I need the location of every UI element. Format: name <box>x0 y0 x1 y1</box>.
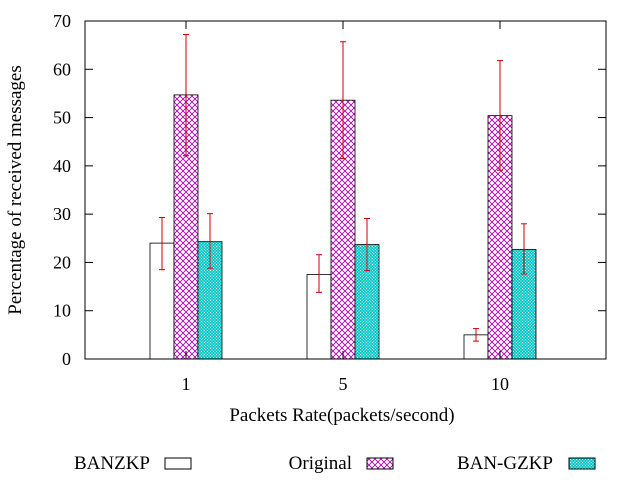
legend-swatch-banzkp <box>164 457 192 470</box>
legend-label-banzkp: BANZKP <box>74 453 150 474</box>
error-bar-ban-gzkp-10 <box>521 223 527 275</box>
y-tick-label-30: 30 <box>53 204 71 224</box>
bar-original-1 <box>173 94 199 360</box>
legend-label-ban-gzkp: BAN-GZKP <box>457 453 553 474</box>
y-tick-label-40: 40 <box>53 156 71 176</box>
x-tick-label-1: 1 <box>182 374 191 394</box>
legend-item-banzkp: BANZKP <box>74 453 192 474</box>
error-bar-banzkp-5 <box>316 254 322 293</box>
legend-item-ban-gzkp: BAN-GZKP <box>457 453 596 474</box>
legend-swatch-ban-gzkp <box>568 457 596 470</box>
error-bar-banzkp-1 <box>159 217 165 271</box>
y-tick-label-0: 0 <box>62 349 71 369</box>
y-tick-label-50: 50 <box>53 108 71 128</box>
y-tick-label-20: 20 <box>53 252 71 272</box>
legend-label-original: Original <box>289 453 352 474</box>
y-tick-label-70: 70 <box>53 11 71 31</box>
legend-swatch-original <box>366 457 394 470</box>
y-tick-label-60: 60 <box>53 59 71 79</box>
y-tick-label-10: 10 <box>53 301 71 321</box>
legend-item-original: Original <box>289 453 394 474</box>
error-bar-ban-gzkp-1 <box>207 213 213 269</box>
error-bar-banzkp-10 <box>473 328 479 342</box>
error-bar-original-10 <box>497 60 503 171</box>
legend: BANZKP Original BAN-GZKP <box>74 453 596 474</box>
error-bar-original-1 <box>183 34 189 157</box>
error-bar-ban-gzkp-5 <box>364 217 370 272</box>
x-tick-label-10: 10 <box>491 374 509 394</box>
error-bar-original-5 <box>340 41 346 160</box>
plot-frame <box>84 20 607 360</box>
x-axis-title: Packets Rate(packets/second) <box>229 405 454 426</box>
y-axis-title: Percentage of received messages <box>5 65 26 315</box>
x-tick-label-5: 5 <box>339 374 348 394</box>
